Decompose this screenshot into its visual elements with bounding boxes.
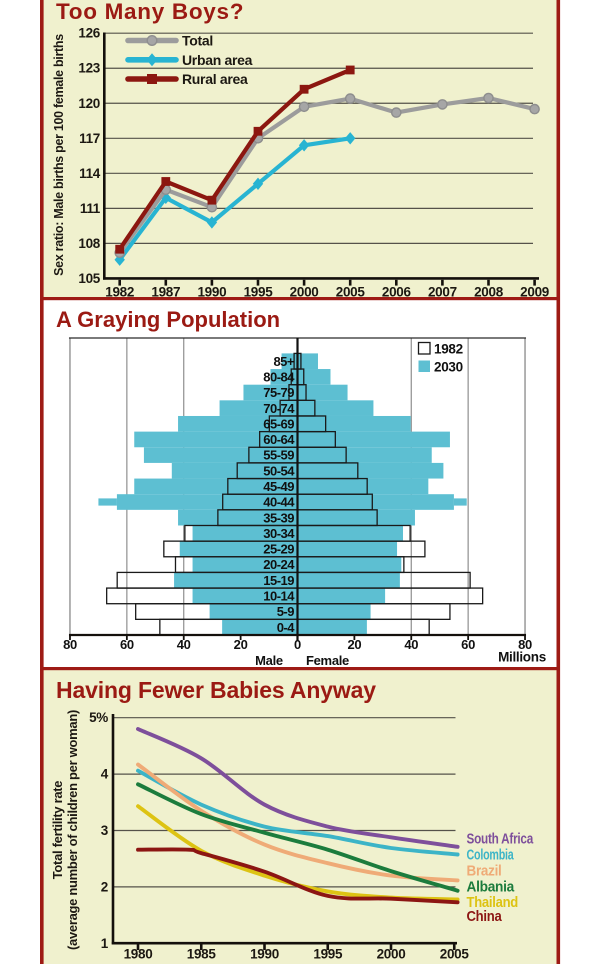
svg-text:2000: 2000 [377,947,406,962]
svg-text:120: 120 [78,96,100,111]
svg-text:20: 20 [234,637,248,652]
svg-text:20: 20 [347,637,361,652]
svg-text:2000: 2000 [290,285,319,300]
svg-text:Female: Female [306,653,349,668]
svg-text:2006: 2006 [382,285,412,300]
svg-text:75-79: 75-79 [263,385,294,400]
svg-text:60: 60 [461,637,475,652]
svg-text:2005: 2005 [336,285,366,300]
svg-text:Too Many Boys?: Too Many Boys? [56,0,244,24]
svg-text:2009: 2009 [520,285,549,300]
svg-text:114: 114 [79,166,101,181]
svg-text:A Graying Population: A Graying Population [56,307,280,332]
svg-text:70-74: 70-74 [263,401,295,416]
svg-text:South Africa: South Africa [467,831,535,847]
svg-text:2007: 2007 [428,285,457,300]
svg-text:108: 108 [78,236,100,251]
svg-text:65-69: 65-69 [263,416,294,431]
svg-text:Male: Male [255,653,283,668]
svg-text:China: China [467,909,503,925]
svg-text:111: 111 [80,201,101,216]
svg-text:0-4: 0-4 [277,620,296,635]
svg-text:Sex ratio: Male births per 100: Sex ratio: Male births per 100 female bi… [52,34,66,276]
svg-text:3: 3 [101,823,109,838]
svg-text:2008: 2008 [474,285,504,300]
svg-text:20-24: 20-24 [263,557,295,572]
svg-text:1980: 1980 [124,947,153,962]
svg-text:1995: 1995 [244,285,274,300]
svg-text:60: 60 [120,637,134,652]
svg-text:Thailand: Thailand [467,895,519,911]
svg-text:50-54: 50-54 [263,463,295,478]
svg-text:Total fertility rate: Total fertility rate [50,781,65,880]
svg-text:80-84: 80-84 [263,370,295,385]
svg-text:1982: 1982 [105,285,134,300]
svg-text:2: 2 [101,879,108,894]
svg-text:1982: 1982 [434,342,463,357]
svg-text:2030: 2030 [434,360,463,375]
svg-text:5%: 5% [89,710,108,725]
svg-text:2005: 2005 [440,947,470,962]
svg-text:Urban area: Urban area [182,52,253,68]
svg-text:40: 40 [177,637,191,652]
svg-text:(average number of children pe: (average number of children per woman) [65,710,80,950]
svg-text:80: 80 [63,637,77,652]
svg-text:40: 40 [404,637,418,652]
svg-text:1987: 1987 [151,285,180,300]
svg-text:40-44: 40-44 [263,495,295,510]
svg-text:15-19: 15-19 [263,573,294,588]
svg-text:45-49: 45-49 [263,479,294,494]
svg-text:5-9: 5-9 [277,604,295,619]
svg-text:Having Fewer Babies Anyway: Having Fewer Babies Anyway [56,677,376,703]
svg-text:Colombia: Colombia [467,848,515,864]
svg-text:126: 126 [78,26,100,41]
svg-text:Brazil: Brazil [467,864,502,880]
svg-text:1990: 1990 [250,947,279,962]
svg-text:105: 105 [78,271,100,286]
svg-text:0: 0 [294,637,301,652]
svg-text:117: 117 [79,131,100,146]
svg-text:Millions: Millions [498,650,546,665]
svg-text:1: 1 [101,936,109,951]
svg-text:60-64: 60-64 [263,432,295,447]
svg-text:85+: 85+ [273,354,294,369]
svg-text:35-39: 35-39 [263,510,294,525]
svg-text:25-29: 25-29 [263,542,294,557]
svg-text:80: 80 [518,637,532,652]
svg-text:1995: 1995 [313,947,343,962]
svg-text:1990: 1990 [197,285,226,300]
svg-text:123: 123 [78,61,100,76]
svg-text:4: 4 [101,767,109,782]
svg-text:Total: Total [182,33,213,49]
svg-text:30-34: 30-34 [263,526,295,541]
svg-text:10-14: 10-14 [263,589,295,604]
svg-text:55-59: 55-59 [263,448,294,463]
svg-text:Albania: Albania [467,880,516,896]
svg-text:Rural area: Rural area [182,71,248,87]
svg-text:1985: 1985 [187,947,217,962]
